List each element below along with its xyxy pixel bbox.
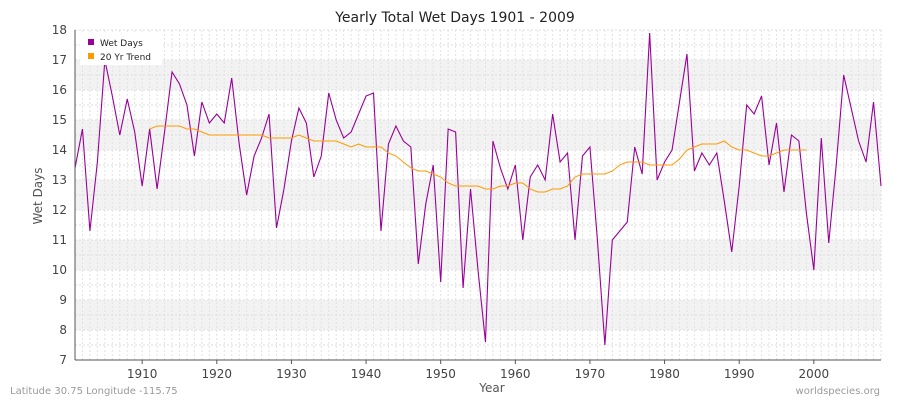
- legend: Wet Days 20 Yr Trend: [80, 33, 162, 65]
- y-tick-label: 16: [52, 83, 67, 97]
- legend-swatch-20-yr-trend: [88, 53, 94, 59]
- x-axis-label: Year: [478, 381, 504, 395]
- y-tick-label: 17: [52, 53, 67, 67]
- y-tick-label: 12: [52, 203, 67, 217]
- x-tick-label: 1920: [202, 367, 233, 381]
- y-tick-label: 11: [52, 233, 67, 247]
- legend-box: [80, 33, 162, 65]
- footer-location: Latitude 30.75 Longitude -115.75: [10, 386, 178, 397]
- legend-label-20-yr-trend: 20 Yr Trend: [100, 53, 151, 63]
- series-line-20-yr-trend: [149, 125, 807, 193]
- series-layer: [74, 32, 882, 346]
- x-tick-label: 1960: [500, 367, 531, 381]
- chart-title: Yearly Total Wet Days 1901 - 2009: [334, 10, 575, 26]
- axes: [74, 30, 881, 364]
- y-tick-label: 8: [59, 323, 67, 337]
- y-tick-label: 7: [59, 353, 67, 367]
- x-tick-label: 1990: [724, 367, 755, 381]
- x-tick-labels: 1910 1920 1930 1940 1950 1960 1970 1980 1990 2000: [127, 367, 829, 381]
- footer-source: worldspecies.org: [796, 386, 880, 397]
- legend-label-wet-days: Wet Days: [100, 39, 143, 49]
- y-tick-label: 9: [59, 293, 67, 307]
- y-tick-label: 14: [52, 143, 67, 157]
- legend-swatch-wet-days: [88, 39, 94, 45]
- x-tick-label: 1980: [649, 367, 680, 381]
- x-tick-label: 1970: [575, 367, 606, 381]
- series-line-wet-days: [74, 32, 882, 346]
- y-tick-label: 13: [52, 173, 67, 187]
- x-tick-label: 1950: [425, 367, 456, 381]
- y-tick-label: 18: [52, 23, 67, 37]
- x-tick-label: 1930: [276, 367, 307, 381]
- x-tick-label: 2000: [799, 367, 830, 381]
- y-axis-label: Wet Days: [31, 167, 45, 224]
- y-tick-label: 10: [52, 263, 67, 277]
- x-tick-label: 1940: [351, 367, 382, 381]
- x-tick-label: 1910: [127, 367, 158, 381]
- y-tick-label: 15: [52, 113, 67, 127]
- y-tick-labels: 7 8 9 10 11 12 13 14 15 16 17 18: [52, 23, 67, 367]
